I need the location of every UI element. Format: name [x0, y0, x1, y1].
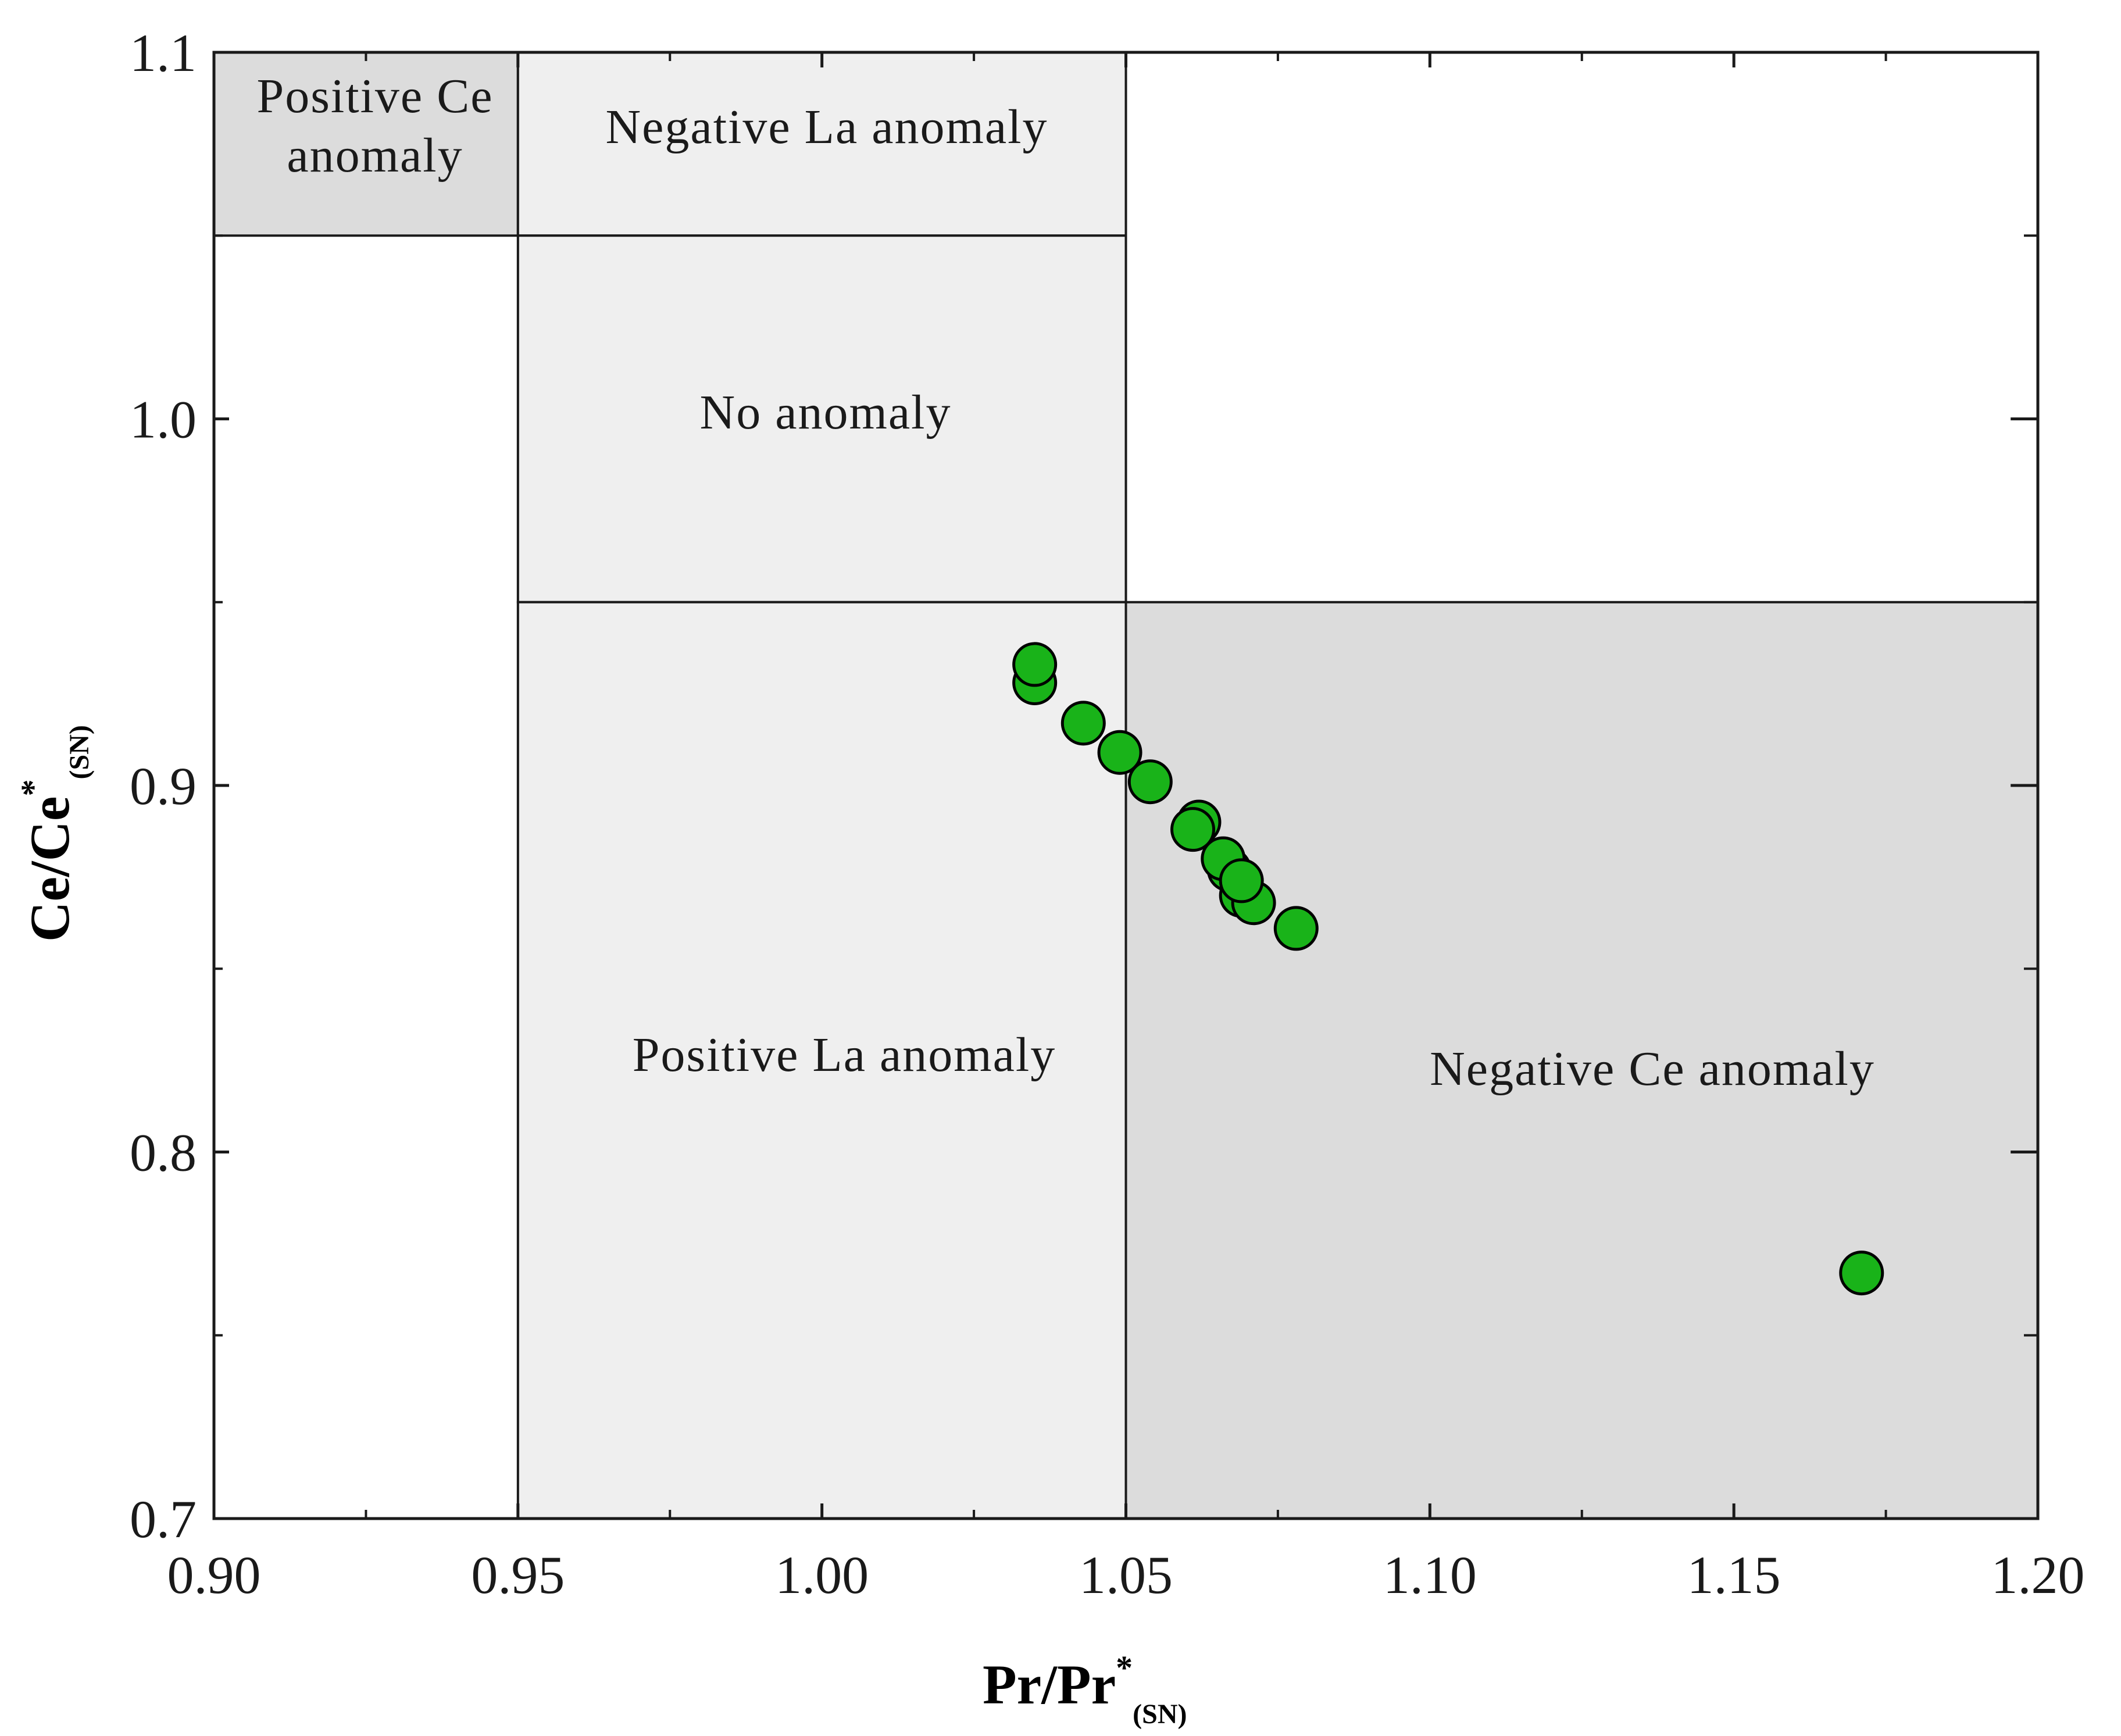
region-label-line: anomaly [287, 128, 463, 183]
region-label-no-anomaly: No anomaly [700, 385, 952, 440]
y-axis-title-sup: * [14, 779, 52, 796]
y-tick-label: 1.1 [130, 23, 197, 83]
y-tick-label: 0.8 [130, 1123, 197, 1183]
y-tick-label: 0.7 [130, 1489, 197, 1549]
region-label-positive-la-anomaly: Positive La anomaly [633, 1028, 1056, 1082]
data-point [1170, 807, 1216, 852]
x-tick-label: 1.15 [1687, 1545, 1781, 1605]
x-axis-title-sub: (SN) [1133, 1699, 1187, 1730]
region-label-line: Negative Ce anomaly [1430, 1042, 1875, 1096]
region-label-positive-ce-anomaly: Positive Ce anomaly [256, 69, 493, 183]
data-point [1012, 642, 1058, 687]
region-label-line: No anomaly [700, 385, 952, 440]
data-point [1219, 858, 1264, 903]
data-point [1127, 759, 1173, 805]
region-label-negative-la-anomaly: Negative La anomaly [605, 100, 1048, 154]
y-axis-title-sub: (SN) [64, 725, 95, 779]
region-label-line: Negative La anomaly [605, 100, 1048, 154]
y-axis-title-main: Ce/Ce [19, 796, 81, 942]
x-tick-label: 0.95 [471, 1545, 565, 1605]
x-axis-title-sup: * [1116, 1649, 1133, 1687]
x-tick-label: 1.05 [1079, 1545, 1173, 1605]
data-point [1060, 701, 1106, 746]
x-tick-label: 1.10 [1383, 1545, 1477, 1605]
region-label-line: Positive Ce [256, 69, 493, 123]
region-positive-ce-anomaly [213, 51, 519, 237]
region-positive-la-anomaly [516, 601, 1127, 1520]
x-axis-title: Pr/Pr*(SN) [983, 1649, 1187, 1730]
data-point [1839, 1251, 1884, 1296]
region-labels: Positive Ce anomaly Negative La anomaly No … [256, 69, 1875, 1096]
x-tick-label: 1.20 [1991, 1545, 2085, 1605]
region-negative-ce-anomaly [1124, 601, 2039, 1520]
region-label-line: Positive La anomaly [633, 1028, 1056, 1082]
axis-tick-labels: 0.90 0.95 1.00 1.05 1.10 1.15 1.20 0.7 0.8 0.9 1.0… [130, 23, 2085, 1605]
y-tick-label: 0.9 [130, 756, 197, 816]
x-tick-label: 1.00 [775, 1545, 869, 1605]
region-no-anomaly [516, 234, 1127, 603]
data-point [1097, 730, 1142, 775]
data-point [1273, 906, 1319, 951]
region-label-negative-ce-anomaly: Negative Ce anomaly [1430, 1042, 1875, 1096]
anomaly-regions [213, 51, 2039, 1520]
data-points [1012, 642, 1884, 1296]
y-axis-title: Ce/Ce* (SN) [14, 725, 95, 942]
y-tick-label: 1.0 [130, 390, 197, 449]
x-tick-label: 0.90 [167, 1545, 261, 1605]
x-axis-title-main: Pr/Pr [983, 1653, 1116, 1716]
region-negative-la-anomaly [516, 51, 1127, 237]
axis-ticks [212, 51, 2040, 1520]
